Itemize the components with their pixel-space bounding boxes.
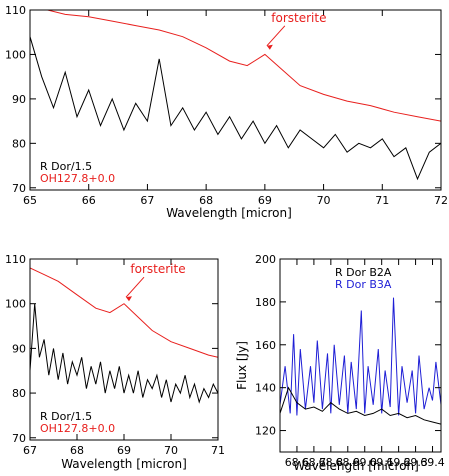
y-tick-label: 140 (255, 382, 276, 395)
y-tick-label: 80 (12, 387, 26, 400)
y-tick-label: 90 (12, 93, 26, 106)
x-tick-label: 69.2 (386, 456, 411, 469)
y-tick-label: 120 (255, 425, 276, 438)
x-axis-title: Wavelength [micron] (166, 206, 292, 220)
x-tick-label: 68 (70, 444, 84, 457)
y-axis-title: Flux [Jy] (235, 341, 249, 390)
annotation-label: forsterite (271, 11, 326, 25)
x-tick-label: 68.9 (336, 456, 361, 469)
chart-panel-2: 67 68 69 70 71 70 80 90 100 110 Wavelength [micron… (5, 253, 225, 471)
axes-frame (29, 9, 442, 191)
x-tick-label: 67 (140, 194, 154, 207)
series-line-r-dor-b2a (280, 386, 441, 425)
x-axis-title: Wavelength [micron] (61, 457, 187, 471)
annotation-arrow (125, 276, 145, 298)
annotation-arrowhead (266, 44, 273, 50)
x-tick-label: 68.6 (285, 456, 310, 469)
x-tick-label: 70 (164, 444, 178, 457)
x-tick-label: 69.3 (403, 456, 428, 469)
y-tick-label: 100 (5, 48, 26, 61)
y-tick-label: 100 (5, 298, 26, 311)
x-tick-label: 67 (23, 444, 37, 457)
y-tick-label: 160 (255, 339, 276, 352)
legend-entry: R Dor B3A (335, 278, 392, 291)
legend-entry: OH127.8+0.0 (40, 172, 115, 185)
legend-entry: R Dor/1.5 (40, 410, 92, 423)
annotation-arrowhead (126, 296, 132, 302)
axes-frame (279, 258, 442, 453)
annotation-arrow (266, 25, 286, 47)
y-tick-label: 80 (12, 137, 26, 150)
annotation-label: forsterite (130, 262, 185, 276)
x-tick-label: 69.4 (420, 456, 445, 469)
chart-panel-3: 68.668.768.868.969.069.169.269.369.4 120 1… (235, 253, 445, 473)
y-tick-label: 180 (255, 296, 276, 309)
x-tick-label: 69 (117, 444, 131, 457)
x-tick-label: 68.7 (302, 456, 327, 469)
x-tick-label: 68.8 (319, 456, 344, 469)
y-tick-label: 200 (255, 253, 276, 266)
y-tick-label: 70 (12, 432, 26, 445)
x-tick-label: 66 (82, 194, 96, 207)
legend-entry: R Dor/1.5 (40, 160, 92, 173)
x-tick-label: 69.0 (352, 456, 377, 469)
x-tick-label: 72 (434, 194, 448, 207)
x-tick-label: 69 (258, 194, 272, 207)
y-tick-label: 90 (12, 342, 26, 355)
y-tick-label: 110 (5, 253, 26, 266)
x-tick-label: 71 (211, 444, 225, 457)
series-line-r-dor-1-5 (30, 303, 218, 404)
legend-entry: OH127.8+0.0 (40, 422, 115, 435)
series-line-r-dor-b3a (280, 297, 441, 416)
x-tick-label: 71 (375, 194, 389, 207)
x-axis-title: Wavelength [micron] (293, 459, 419, 473)
y-tick-label: 70 (12, 182, 26, 195)
series-line-oh127-8-0-0 (45, 10, 441, 122)
chart-panel-1: 65 66 67 68 69 70 71 72 70 80 90 100 110 Wavelength [… (5, 4, 448, 220)
legend-entry: R Dor B2A (335, 266, 392, 279)
x-tick-label: 70 (317, 194, 331, 207)
x-tick-label: 68 (199, 194, 213, 207)
y-tick-label: 110 (5, 4, 26, 17)
series-line-r-dor-1-5 (30, 36, 441, 181)
x-tick-label: 65 (23, 194, 37, 207)
x-tick-label: 69.1 (369, 456, 394, 469)
series-line-oh127-8-0-0 (30, 267, 218, 358)
